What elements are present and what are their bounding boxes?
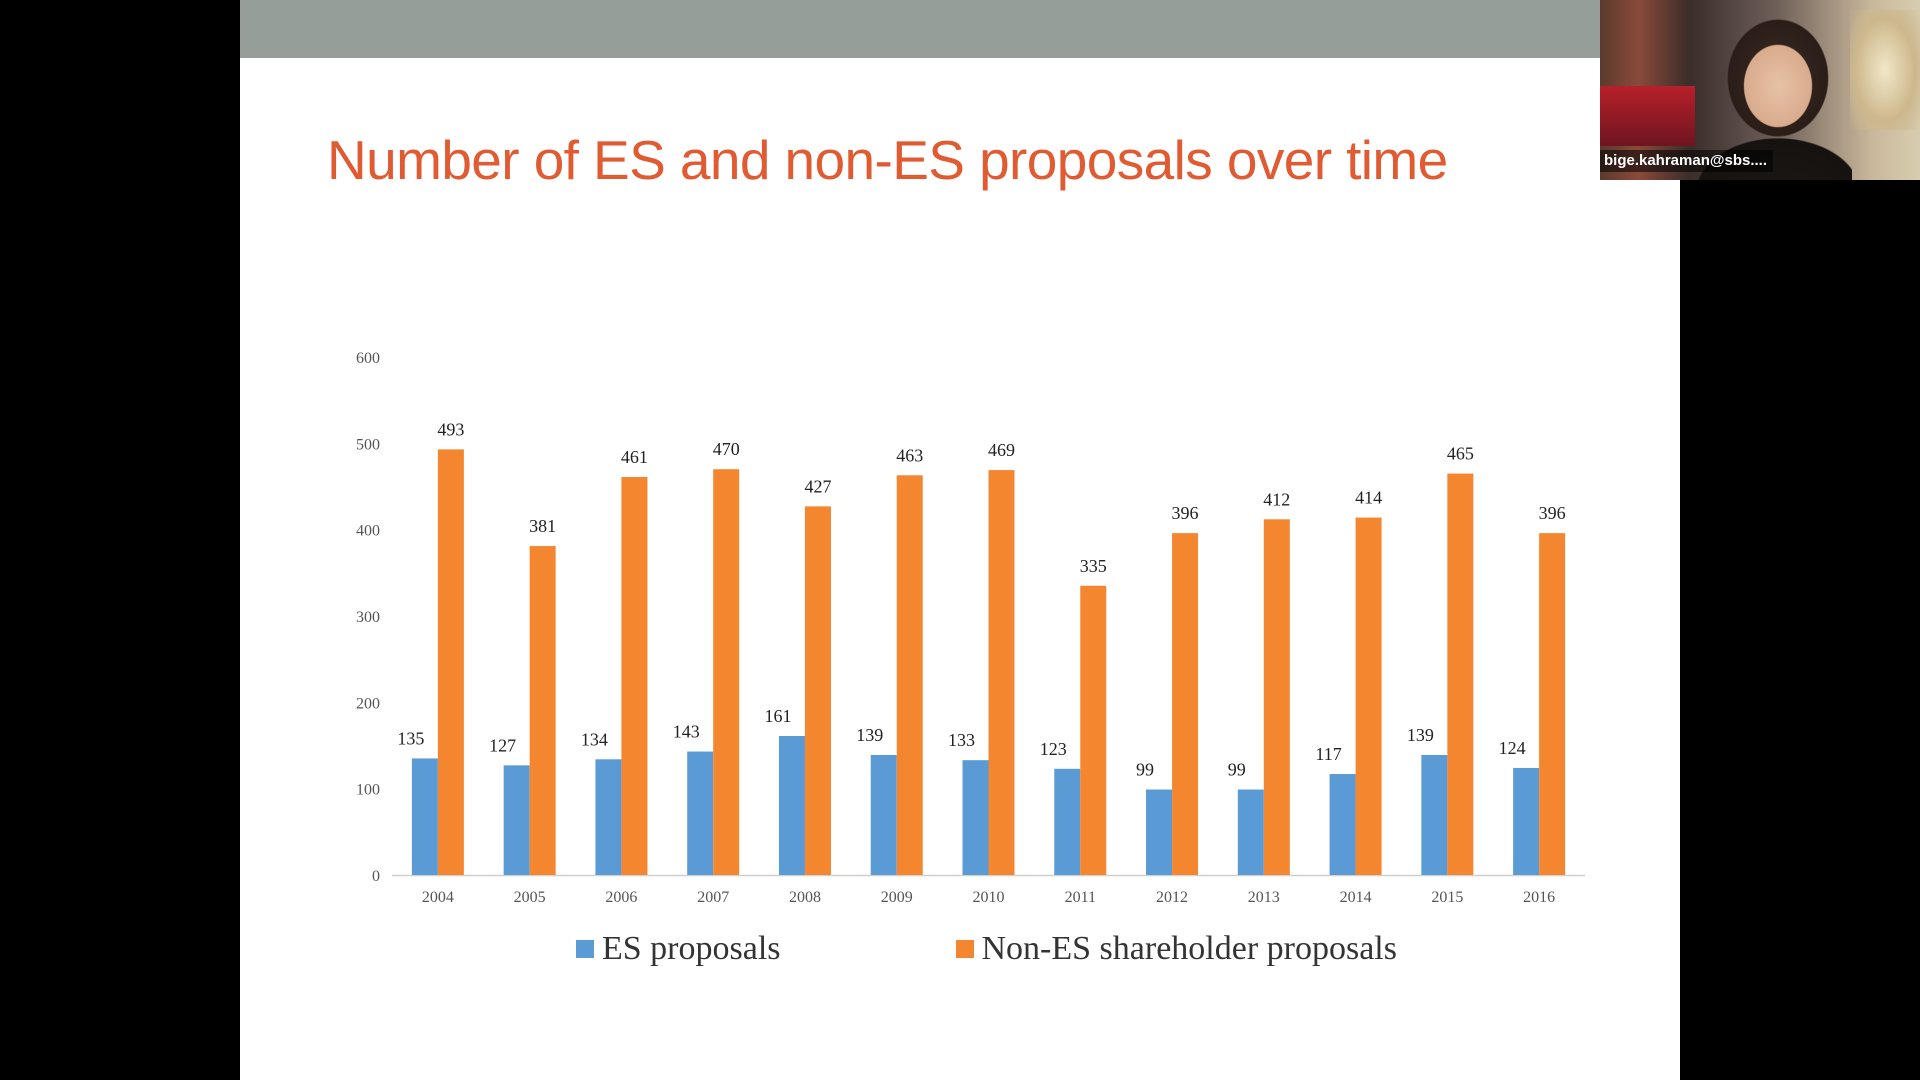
bar-es-2005	[503, 765, 530, 875]
video-background-lamp	[1850, 10, 1920, 130]
x-tick-label-2004: 2004	[422, 889, 454, 906]
legend-swatch-es	[576, 940, 594, 958]
data-label-es-2015: 139	[1407, 725, 1434, 745]
data-label-non-es-2010: 469	[988, 440, 1015, 460]
bar-series	[411, 449, 1566, 875]
y-tick-label: 300	[356, 609, 380, 626]
video-background-shelf	[1600, 86, 1695, 146]
legend-item-non-es: Non-ES shareholder proposals	[955, 930, 1397, 968]
participant-name-label: bige.kahraman@sbs....	[1600, 150, 1774, 172]
x-tick-label-2006: 2006	[605, 889, 637, 906]
legend-swatch-non-es	[955, 940, 974, 958]
bar-non-es-2010	[988, 470, 1015, 875]
data-label-non-es-2009: 463	[896, 445, 923, 465]
x-tick-label-2011: 2011	[1065, 889, 1096, 906]
data-label-non-es-2008: 427	[804, 476, 831, 496]
y-tick-label: 500	[356, 436, 380, 453]
data-label-non-es-2004: 493	[437, 419, 464, 439]
bar-es-2006	[595, 759, 622, 875]
bar-es-2004	[411, 758, 438, 875]
y-tick-label: 100	[356, 782, 380, 799]
data-label-non-es-2016: 396	[1539, 503, 1566, 523]
bar-es-2007	[687, 751, 714, 875]
y-tick-label: 600	[356, 350, 380, 367]
data-label-es-2013: 99	[1228, 760, 1246, 780]
data-label-es-2011: 123	[1040, 739, 1067, 759]
y-axis-ticks: 0 100 200 300 400 500 600	[356, 350, 380, 885]
bar-non-es-2005	[529, 546, 556, 875]
bar-es-2010	[962, 760, 989, 875]
data-label-es-2010: 133	[948, 730, 975, 750]
x-tick-label-2008: 2008	[789, 889, 821, 906]
slide-title: Number of ES and non-ES proposals over t…	[327, 129, 1448, 191]
bar-non-es-2013	[1263, 519, 1290, 875]
bar-es-2008	[778, 736, 805, 875]
y-tick-label: 200	[356, 695, 380, 712]
bar-es-2013	[1237, 789, 1264, 875]
participant-video-tile[interactable]: bige.kahraman@sbs....	[1600, 0, 1920, 180]
bar-es-2011	[1054, 768, 1081, 875]
x-tick-label-2009: 2009	[881, 889, 913, 906]
x-tick-label-2014: 2014	[1340, 889, 1372, 906]
bar-non-es-2011	[1080, 585, 1107, 875]
x-tick-label-2010: 2010	[973, 889, 1005, 906]
bar-non-es-2016	[1539, 533, 1566, 875]
x-tick-label-2005: 2005	[514, 889, 546, 906]
data-labels: 135 493 127 381 134 461 143 470 161 427 139 463 133 4…	[397, 419, 1565, 779]
slide-header-bar	[240, 0, 1680, 58]
data-label-non-es-2005: 381	[529, 516, 556, 536]
bar-non-es-2004	[437, 449, 464, 875]
data-label-non-es-2007: 470	[713, 439, 740, 459]
bar-es-2015	[1421, 754, 1448, 875]
bar-non-es-2008	[804, 506, 831, 875]
presentation-slide: Number of ES and non-ES proposals over t…	[240, 0, 1680, 1080]
bar-non-es-2012	[1172, 533, 1199, 875]
data-label-non-es-2011: 335	[1080, 556, 1107, 576]
data-label-es-2007: 143	[673, 722, 700, 742]
x-tick-label-2012: 2012	[1156, 889, 1188, 906]
data-label-non-es-2014: 414	[1355, 488, 1382, 508]
data-label-es-2012: 99	[1136, 760, 1154, 780]
x-tick-label-2013: 2013	[1248, 889, 1280, 906]
bar-non-es-2015	[1447, 473, 1474, 875]
data-label-es-2004: 135	[397, 728, 424, 748]
y-tick-label: 0	[372, 868, 380, 885]
data-label-non-es-2013: 412	[1263, 489, 1290, 509]
data-label-es-2006: 134	[581, 729, 608, 749]
y-tick-label: 400	[356, 523, 380, 540]
x-axis-ticks: 2004 2005 2006 2007 2008 2009 2010 2011 2012 2013…	[422, 889, 1555, 906]
legend-label-es: ES proposals	[602, 930, 781, 967]
legend-label-non-es: Non-ES shareholder proposals	[981, 930, 1397, 967]
bar-non-es-2007	[713, 469, 740, 875]
data-label-non-es-2015: 465	[1447, 444, 1474, 464]
data-label-es-2005: 127	[489, 735, 516, 755]
data-label-es-2016: 124	[1499, 738, 1526, 758]
bar-es-2016	[1513, 767, 1540, 875]
bar-es-2012	[1146, 789, 1173, 875]
bar-non-es-2009	[896, 475, 923, 875]
data-label-non-es-2006: 461	[621, 447, 648, 467]
bar-non-es-2006	[621, 477, 648, 875]
bar-es-2009	[870, 754, 897, 875]
data-label-es-2008: 161	[764, 706, 791, 726]
x-tick-label-2016: 2016	[1523, 889, 1555, 906]
bar-non-es-2014	[1355, 517, 1382, 875]
chart-legend: ES proposals Non-ES shareholder proposal…	[576, 930, 1397, 968]
x-tick-label-2015: 2015	[1431, 889, 1463, 906]
bar-chart: 0 100 200 300 400 500 600 135 493 127 381 134 461 14…	[356, 350, 1585, 906]
bar-es-2014	[1329, 773, 1356, 875]
data-label-es-2014: 117	[1315, 744, 1341, 764]
x-tick-label-2007: 2007	[697, 889, 729, 906]
legend-item-es: ES proposals	[576, 930, 781, 968]
data-label-es-2009: 139	[856, 725, 883, 745]
data-label-non-es-2012: 396	[1172, 503, 1199, 523]
